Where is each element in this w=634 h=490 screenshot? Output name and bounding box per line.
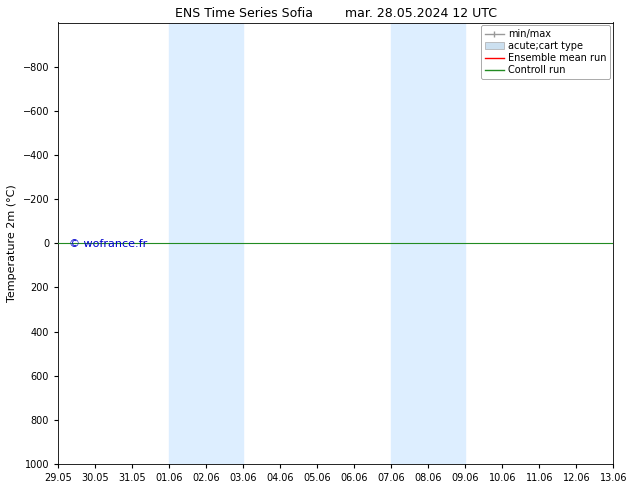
Title: ENS Time Series Sofia        mar. 28.05.2024 12 UTC: ENS Time Series Sofia mar. 28.05.2024 12…: [175, 7, 496, 20]
Legend: min/max, acute;cart type, Ensemble mean run, Controll run: min/max, acute;cart type, Ensemble mean …: [481, 25, 611, 79]
Y-axis label: Temperature 2m (°C): Temperature 2m (°C): [7, 184, 17, 302]
Text: © wofrance.fr: © wofrance.fr: [69, 239, 148, 249]
Bar: [391, 23, 465, 464]
Bar: [169, 23, 243, 464]
